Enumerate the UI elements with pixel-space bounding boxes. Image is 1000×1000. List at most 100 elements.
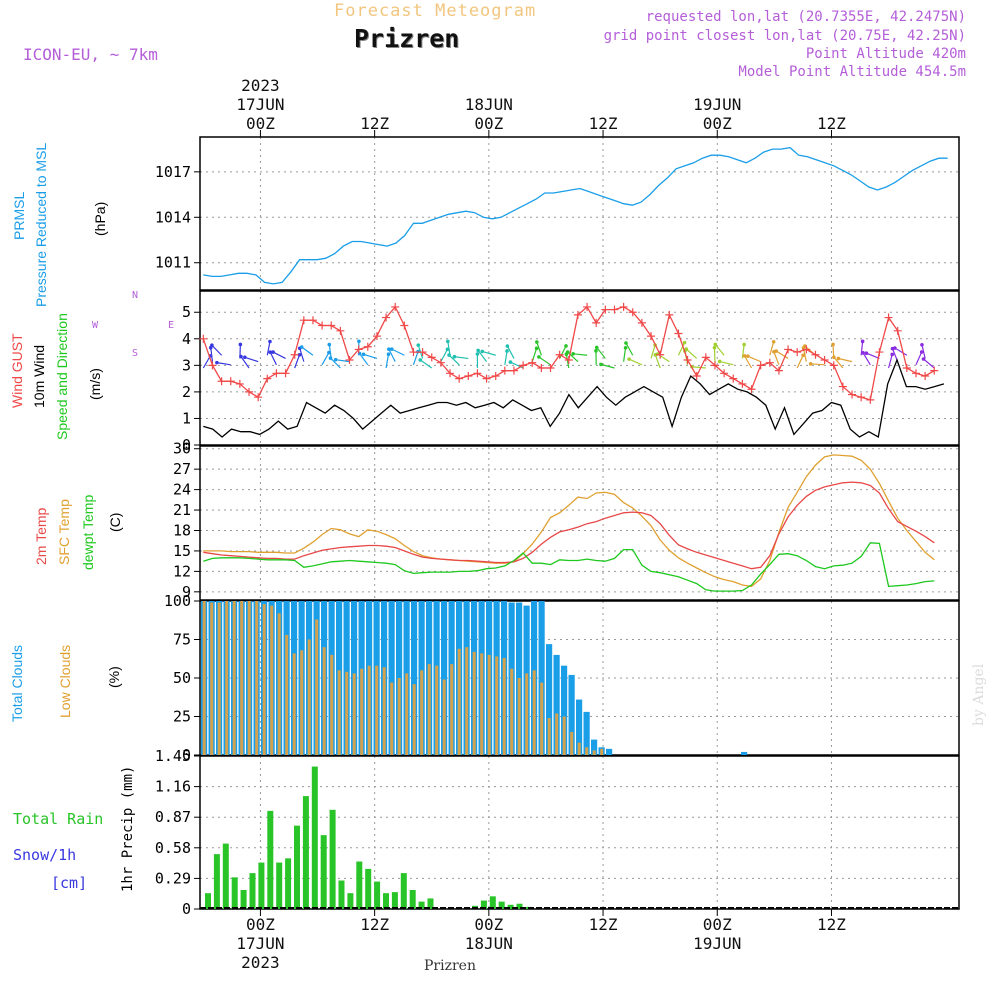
gust-marker (546, 364, 555, 372)
watermark: by Angel (971, 663, 987, 726)
low-cloud-bar (375, 665, 379, 755)
gust-marker (601, 305, 610, 314)
gust-marker (637, 318, 646, 327)
wind-direction-arrow (531, 348, 538, 362)
gust-marker (263, 374, 272, 383)
y-tick-label: 24 (173, 481, 191, 499)
wind-direction-arrow (773, 351, 780, 366)
wind-arrow-head (480, 349, 485, 354)
wind-arrow-head (475, 352, 480, 356)
low-cloud-bar (450, 664, 454, 755)
total-cloud-bar (411, 601, 418, 755)
gust-marker (473, 369, 482, 378)
wind-arrow-head (864, 351, 869, 355)
wind-direction-arrow (596, 347, 606, 359)
wind-direction-arrow (299, 348, 305, 362)
wind-direction-arrow (714, 343, 725, 356)
gust-marker (674, 329, 683, 338)
gust-marker (619, 302, 628, 311)
wind-arrow-head (712, 345, 717, 350)
y-tick-label: 0.58 (155, 839, 191, 857)
x-tick-label-top: 2023 (241, 76, 280, 95)
low-cloud-bar (300, 650, 304, 755)
gust-marker (436, 358, 445, 367)
gust-marker (372, 332, 381, 341)
x-tick-label-top: 00Z (246, 114, 275, 133)
precip-bar (276, 862, 283, 909)
gust-marker (519, 361, 528, 370)
precip-bar (516, 903, 523, 909)
gust-marker (747, 385, 756, 394)
pressure-line (203, 146, 948, 285)
wind-arrow-head (333, 357, 338, 362)
low-cloud-bar (555, 713, 559, 755)
precip-bar (311, 766, 318, 909)
total-cloud-bar (561, 665, 568, 755)
gust-marker (464, 371, 473, 380)
wind-direction-arrow (559, 345, 567, 359)
wind-arrow-head (624, 341, 628, 345)
gust-marker (272, 369, 281, 378)
gust-marker (765, 358, 774, 367)
wind-direction-arrow (923, 358, 935, 369)
wind-arrow-head (418, 358, 423, 362)
x-tick-label-top: 17JUN (236, 95, 284, 114)
low-cloud-bar (540, 682, 544, 755)
wind-arrow-head (684, 347, 689, 351)
precip-bar (249, 873, 256, 909)
compass-south: S (132, 348, 139, 359)
x-tick-label-bottom: 2023 (241, 953, 280, 972)
low-cloud-bar (345, 671, 349, 755)
pressure-label-1: PRMSL (11, 191, 27, 240)
low-cloud-bar (397, 678, 401, 755)
wind-arrow-head (808, 362, 813, 366)
precip-bar (498, 901, 505, 909)
low-cloud-bar (532, 670, 536, 755)
low-cloud-bar (307, 639, 311, 755)
gust-marker (491, 371, 500, 380)
point-altitude: Point Altitude 420m (805, 46, 966, 62)
gust-marker (245, 387, 254, 396)
y-tick-label: 12 (173, 562, 191, 580)
wind-arrow-head (742, 354, 747, 358)
wind-arrow-head (238, 342, 243, 347)
gust-marker (281, 369, 290, 378)
wind-arrow-head (594, 349, 598, 353)
gust-marker (628, 308, 637, 317)
wind-direction-arrow (210, 347, 214, 362)
pressure-unit: (hPa) (92, 201, 108, 236)
compass-icon: N W E S (92, 290, 180, 360)
precip-bar (356, 861, 363, 909)
precip-bar (365, 868, 372, 909)
y-tick-label: 2 (182, 383, 191, 401)
wind-direction-arrow (565, 354, 570, 369)
wind-arrow-head (505, 344, 510, 348)
low-cloud-bar (600, 748, 604, 755)
y-tick-label: 9 (182, 583, 191, 601)
wind-arrow-head (389, 347, 394, 351)
precip-bar (267, 810, 274, 909)
gust-marker (756, 361, 765, 370)
low-cloud-bar (322, 647, 326, 755)
low-cloud-bar (315, 619, 319, 755)
wind-arrow-head (627, 357, 631, 361)
precip-bar (383, 893, 389, 909)
low-cloud-bar (435, 665, 439, 755)
low-cloud-bar (277, 613, 281, 755)
low-cloud-bar (480, 653, 484, 755)
low-cloud-bar (255, 601, 259, 755)
wind-arrow-head (565, 350, 570, 354)
x-tick-label-bottom: 00Z (246, 915, 275, 934)
y-tick-label: 15 (173, 542, 191, 560)
wind-direction-arrow (838, 357, 853, 363)
low-cloud-bar (427, 664, 431, 755)
wind-direction-arrow (833, 356, 844, 369)
wind-direction-arrow (719, 360, 734, 366)
wind-arrow-head (836, 356, 841, 361)
wind-direction-arrow (769, 341, 775, 356)
total-cloud-bar (741, 751, 748, 755)
gust-marker (930, 366, 939, 375)
wind-direction-arrow (216, 362, 231, 366)
wind-direction-arrow (440, 348, 448, 362)
gust-marker (701, 353, 710, 362)
